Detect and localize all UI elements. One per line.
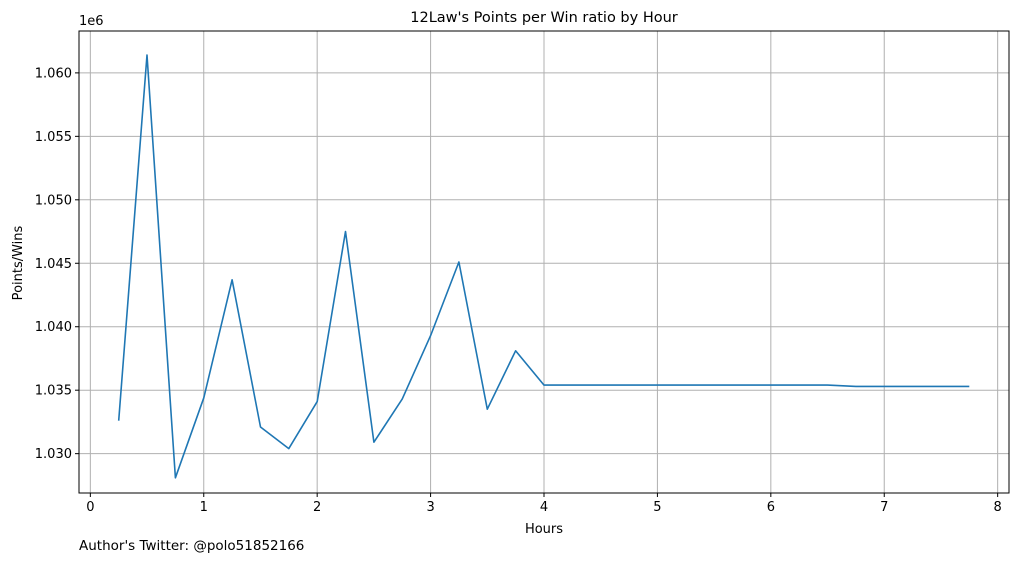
data-point: [231, 279, 233, 281]
data-point: [175, 477, 177, 479]
y-tick-label: 1.035: [35, 384, 72, 399]
x-tick-label: 2: [313, 500, 321, 515]
data-point: [713, 384, 715, 386]
x-axis-ticks: 0 1 2 3 4 5 6 7 8: [86, 493, 1002, 515]
data-point: [742, 384, 744, 386]
data-point: [118, 420, 120, 422]
author-credit: Author's Twitter: @polo51852166: [79, 538, 305, 554]
data-point: [827, 384, 829, 386]
x-tick-label: 0: [86, 500, 94, 515]
data-point: [316, 401, 318, 403]
x-tick-label: 6: [767, 500, 775, 515]
data-point: [855, 386, 857, 388]
y-tick-label: 1.060: [35, 66, 72, 81]
y-tick-label: 1.045: [35, 257, 72, 272]
y-tick-label: 1.030: [35, 447, 72, 462]
data-point: [770, 384, 772, 386]
y-tick-label: 1.040: [35, 320, 72, 335]
data-point: [288, 448, 290, 450]
data-point: [401, 398, 403, 400]
data-point: [969, 386, 971, 388]
y-tick-label: 1.055: [35, 130, 72, 145]
y-axis-label: Points/Wins: [11, 225, 26, 300]
data-point: [572, 384, 574, 386]
x-tick-label: 3: [426, 500, 434, 515]
grid-layer: [79, 31, 1009, 493]
series-layer: [117, 54, 971, 479]
data-point: [430, 335, 432, 337]
data-point: [912, 386, 914, 388]
x-tick-label: 1: [200, 500, 208, 515]
chart-title: 12Law's Points per Win ratio by Hour: [410, 10, 678, 26]
series-line: [117, 54, 970, 479]
data-point: [373, 441, 375, 443]
data-point: [515, 350, 517, 352]
data-point: [458, 261, 460, 263]
x-tick-label: 7: [880, 500, 888, 515]
x-tick-label: 5: [653, 500, 661, 515]
data-point: [600, 384, 602, 386]
data-point: [543, 384, 545, 386]
x-tick-label: 4: [540, 500, 548, 515]
data-point: [940, 386, 942, 388]
y-axis-ticks: 1.030 1.035 1.040 1.045 1.050 1.055 1.060: [35, 66, 79, 462]
x-tick-label: 8: [994, 500, 1002, 515]
data-point: [883, 386, 885, 388]
data-point: [146, 54, 148, 56]
y-tick-label: 1.050: [35, 193, 72, 208]
data-point: [798, 384, 800, 386]
x-axis-label: Hours: [525, 522, 563, 537]
data-point: [203, 397, 205, 399]
data-point: [260, 426, 262, 428]
data-point: [345, 231, 347, 233]
data-point: [685, 384, 687, 386]
y-offset-label: 1e6: [79, 14, 104, 29]
data-point: [628, 384, 630, 386]
data-point: [657, 384, 659, 386]
data-point: [486, 408, 488, 410]
